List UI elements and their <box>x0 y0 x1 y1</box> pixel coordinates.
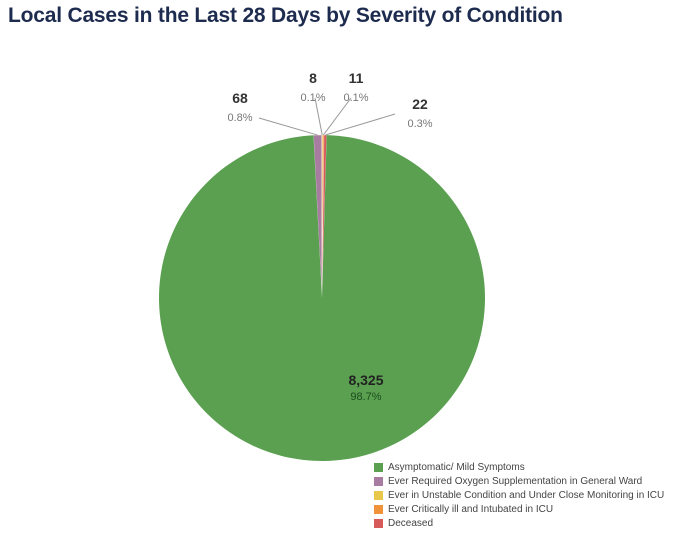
pie-slice <box>159 135 486 461</box>
slice-value-label: 22 <box>412 96 428 112</box>
slice-value-label: 8 <box>309 70 317 86</box>
chart-title: Local Cases in the Last 28 Days by Sever… <box>8 4 563 27</box>
legend-label: Ever Required Oxygen Supplementation in … <box>388 475 643 487</box>
legend-label: Deceased <box>388 517 434 529</box>
slice-percent-label: 0.3% <box>407 118 432 130</box>
slice-percent-label: 0.1% <box>300 92 325 104</box>
legend-swatch <box>374 518 383 528</box>
slice-percent-label: 0.1% <box>343 92 368 104</box>
legend-swatch <box>374 462 383 472</box>
leader-line <box>258 117 318 136</box>
slice-value-label: 68 <box>232 90 248 106</box>
legend-item: Asymptomatic/ Mild Symptoms <box>374 460 664 474</box>
slice-percent-label: 98.7% <box>350 391 381 403</box>
slice-percent-label: 0.8% <box>227 112 252 124</box>
leader-line <box>322 97 352 136</box>
legend-label: Asymptomatic/ Mild Symptoms <box>388 461 525 473</box>
leader-line <box>325 113 396 136</box>
legend-label: Ever in Unstable Condition and Under Clo… <box>388 489 665 501</box>
legend-swatch <box>374 476 383 486</box>
slice-value-label: 8,325 <box>348 372 383 388</box>
legend-item: Ever Critically ill and Intubated in ICU <box>374 502 664 516</box>
leader-line <box>314 97 323 136</box>
legend-item: Ever in Unstable Condition and Under Clo… <box>374 488 664 502</box>
legend-item: Deceased <box>374 516 664 530</box>
legend-swatch <box>374 504 383 514</box>
legend-label: Ever Critically ill and Intubated in ICU <box>388 503 554 515</box>
slice-value-label: 11 <box>349 70 364 86</box>
legend-item: Ever Required Oxygen Supplementation in … <box>374 474 664 488</box>
legend: Asymptomatic/ Mild Symptoms Ever Required… <box>374 460 664 530</box>
legend-swatch <box>374 490 383 500</box>
